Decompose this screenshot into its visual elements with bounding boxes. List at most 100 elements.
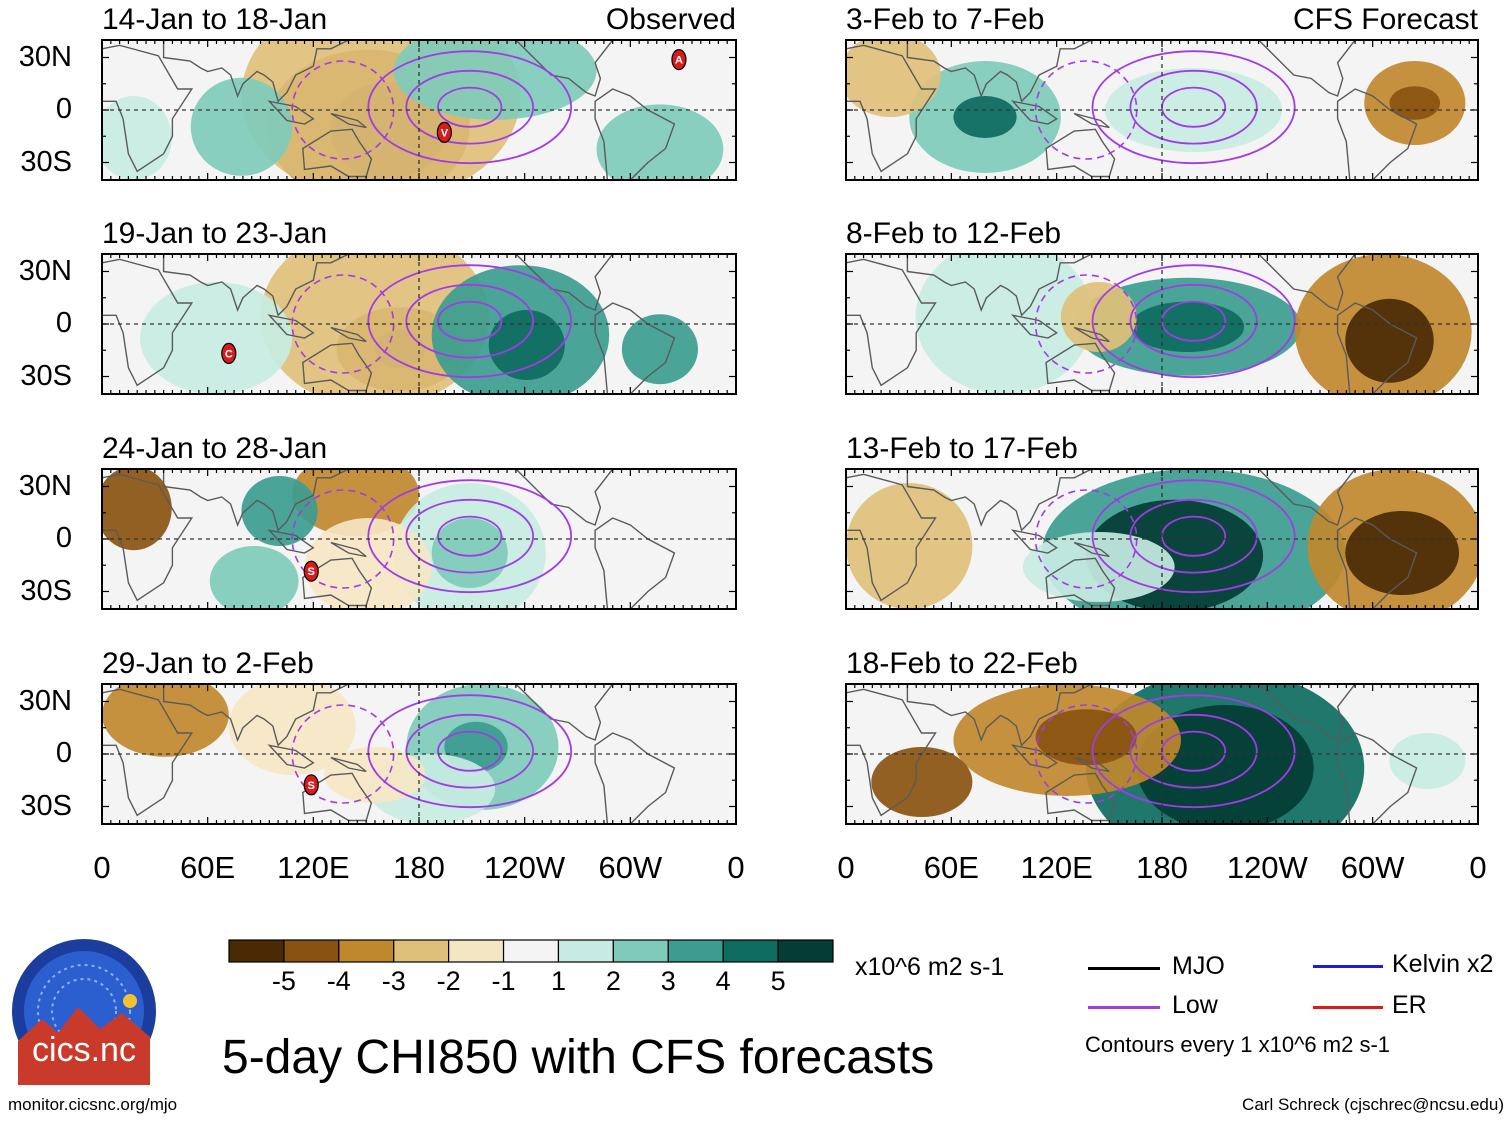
colorbar-label: 1 [550, 966, 566, 996]
lon-label: 180 [1136, 850, 1188, 885]
coastline [594, 88, 676, 180]
low-contour [367, 264, 573, 379]
coastline [846, 44, 937, 173]
low-contour [405, 283, 535, 359]
map-panel: S [101, 468, 737, 610]
low-contour [1129, 713, 1258, 789]
coastline [594, 517, 676, 609]
legend-low-label: Low [1172, 991, 1218, 1019]
coastline [1045, 557, 1116, 607]
anomaly-blob [1389, 733, 1466, 789]
coastline [267, 744, 315, 769]
lat-label: 30N [18, 469, 72, 502]
coastline [162, 254, 349, 317]
panel-title: 29-Jan to 2-Feb [102, 647, 314, 680]
panel-title: 3-Feb to 7-Feb [846, 3, 1045, 36]
colorbar-units: x10^6 m2 s-1 [855, 953, 1005, 981]
colorbar-label: 3 [660, 966, 676, 996]
map-panel: S [101, 683, 737, 825]
map-panel [845, 39, 1479, 181]
anomaly-blob [953, 96, 1017, 138]
lat-label: 30N [18, 40, 72, 73]
colorbar-swatch [228, 939, 285, 963]
lon-label: 60E [180, 850, 236, 885]
storm-marker [436, 121, 452, 143]
anomaly-blob [241, 476, 318, 546]
storm-marker [303, 560, 319, 582]
map-panel [845, 468, 1479, 610]
anomaly-blob [915, 254, 1093, 394]
colorbar-swatch [283, 939, 340, 963]
colorbar-swatch [722, 939, 779, 963]
coastline [514, 684, 614, 741]
coastline [302, 128, 373, 178]
anomaly-blob [323, 747, 426, 803]
coastline [846, 473, 937, 602]
anomaly-blob [431, 518, 508, 588]
anomaly-blob [393, 40, 597, 120]
anomaly-blob [488, 310, 565, 380]
colorbar-label: 5 [770, 966, 786, 996]
anomaly-blob [1345, 511, 1460, 595]
map-panel [845, 253, 1479, 395]
lat-label: 30S [20, 789, 72, 822]
coastline [1073, 541, 1110, 558]
low-contour [437, 86, 503, 128]
anomaly-blob [140, 282, 293, 394]
coastline [102, 688, 194, 817]
colorbar-label: -4 [326, 966, 351, 996]
low-contour [367, 50, 573, 165]
colorbar-label: -5 [271, 966, 296, 996]
colorbar-swatch [502, 939, 560, 963]
colorbar [228, 939, 834, 963]
coastline [330, 112, 367, 129]
coastline [514, 469, 614, 526]
coastline [1010, 314, 1058, 339]
low-contour [1091, 50, 1296, 165]
map-panel: VA [101, 39, 737, 181]
lat-label: 0 [55, 93, 72, 125]
coastline [514, 254, 614, 311]
coastline [1010, 744, 1058, 769]
coastline [1045, 342, 1116, 392]
low-contour [437, 730, 503, 772]
colorbar-label: -2 [436, 966, 461, 996]
legend-mjo-line [1088, 967, 1160, 970]
map-panel: C [101, 253, 737, 395]
anomaly-blob [1022, 532, 1175, 602]
logo-text: cics.nc [32, 1031, 136, 1069]
legend-kelvin-label: Kelvin x2 [1392, 950, 1494, 978]
anomaly-blob [1035, 709, 1137, 766]
coastline [302, 557, 373, 607]
low-contour [437, 515, 503, 557]
low-contour [1091, 264, 1296, 379]
coastline [1257, 469, 1356, 526]
colorbar-label: -1 [491, 966, 516, 996]
lat-label: 0 [55, 737, 72, 769]
anomaly-blob [1136, 705, 1314, 824]
storm-marker-label: C [225, 348, 233, 360]
colorbar-label: 2 [605, 966, 621, 996]
anomaly-blob [846, 483, 973, 609]
coastline [1045, 128, 1116, 178]
storm-marker [221, 342, 237, 364]
legend-kelvin-line [1313, 965, 1383, 968]
legend-mjo-label: MJO [1172, 952, 1225, 980]
storm-marker-label: V [441, 127, 449, 139]
coastline [330, 756, 367, 773]
low-contour [1129, 69, 1258, 145]
anomaly-blob [228, 684, 356, 775]
anomaly-blob [1345, 298, 1434, 383]
anomaly-blob [1130, 301, 1245, 352]
coastline [906, 40, 1093, 103]
anomaly-blob [102, 469, 172, 551]
panel-title: 13-Feb to 17-Feb [846, 432, 1078, 465]
lat-label: 30N [18, 684, 72, 717]
low-contour [1129, 498, 1258, 574]
colorbar-swatch [557, 939, 614, 963]
lon-label: 0 [727, 850, 745, 885]
coastline [302, 772, 373, 822]
coastline [1257, 40, 1356, 97]
coastline [1336, 517, 1418, 609]
